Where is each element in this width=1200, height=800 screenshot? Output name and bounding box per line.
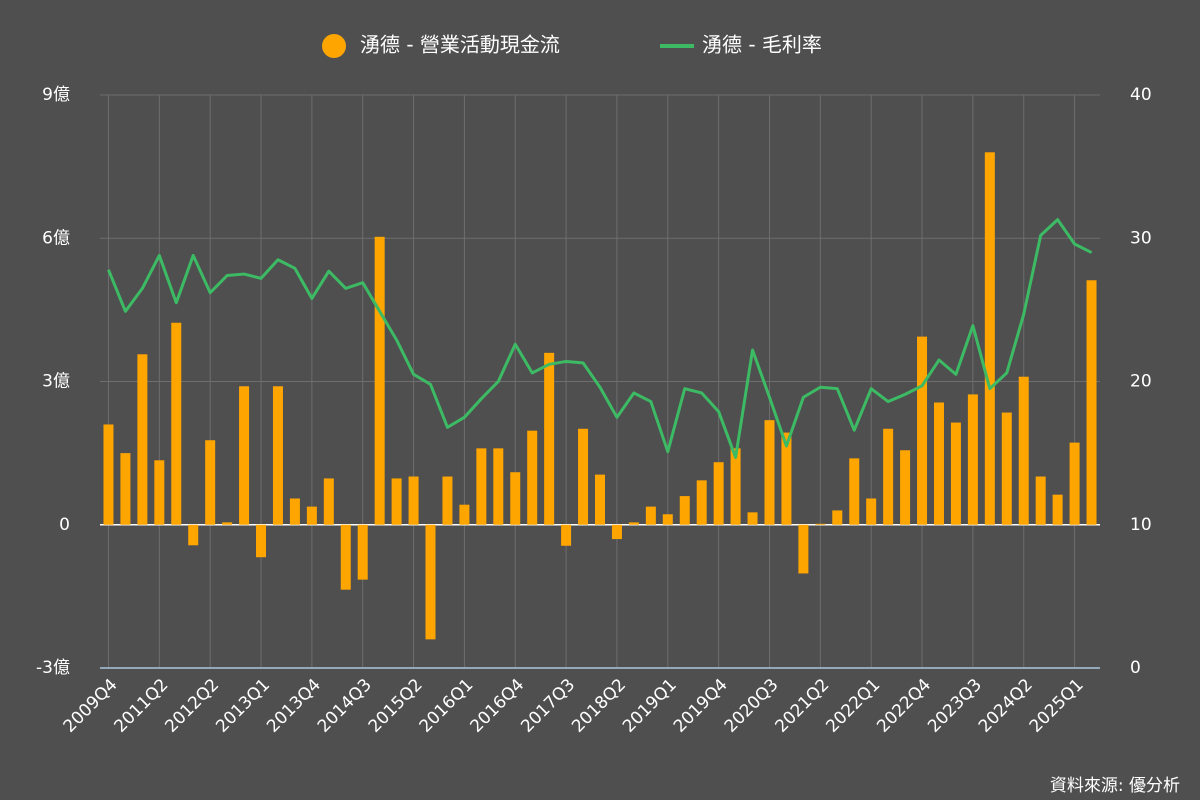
bar: [459, 504, 470, 525]
bar: [137, 354, 148, 525]
y-tick-label: 6億: [42, 228, 70, 248]
x-tick-label: 2022Q1: [822, 675, 884, 737]
bar: [933, 402, 944, 525]
bar: [391, 478, 402, 525]
bar: [120, 453, 131, 525]
bar: [1018, 376, 1029, 525]
bar: [832, 510, 843, 525]
source-note: 資料來源: 優分析: [1050, 776, 1180, 796]
x-tick-label: 2009Q4: [60, 675, 122, 737]
legend-label: 湧德 - 營業活動現金流: [360, 33, 560, 57]
bar: [476, 448, 487, 525]
x-tick-label: 2023Q3: [924, 675, 986, 737]
bar: [1001, 412, 1012, 525]
legend-label: 湧德 - 毛利率: [702, 33, 822, 57]
x-tick-label: 2017Q3: [517, 675, 579, 737]
bar: [950, 422, 961, 525]
y-tick-label: 9億: [42, 85, 70, 105]
bar: [561, 524, 572, 546]
bar: [578, 428, 589, 525]
bar: [611, 524, 622, 540]
bar: [781, 432, 792, 525]
bar: [900, 450, 911, 525]
bar: [323, 478, 334, 525]
y2-tick-label: 30: [1130, 228, 1152, 248]
x-tick-label: 2016Q1: [416, 675, 478, 737]
x-tick-label: 2013Q4: [263, 675, 325, 737]
y2-tick-label: 20: [1130, 372, 1152, 392]
x-tick-label: 2018Q2: [568, 675, 630, 737]
bar: [544, 352, 555, 525]
bar: [374, 236, 385, 525]
x-tick-label: 2013Q1: [212, 675, 274, 737]
bar: [849, 458, 860, 525]
legend-swatch: [322, 34, 346, 58]
bar: [510, 472, 521, 525]
bar: [154, 460, 165, 525]
bar: [967, 394, 978, 525]
bar: [883, 428, 894, 525]
x-tick-label: 2024Q2: [975, 675, 1037, 737]
y2-tick-label: 0: [1130, 658, 1141, 678]
bar: [239, 386, 250, 525]
bar: [425, 524, 436, 640]
line: [107, 218, 1093, 459]
bar: [205, 440, 216, 525]
x-tick-label: 2015Q2: [365, 675, 427, 737]
bar: [222, 522, 233, 525]
bar: [662, 514, 673, 525]
bar: [730, 448, 741, 525]
bar: [1086, 280, 1097, 525]
bar: [340, 524, 351, 590]
bar: [595, 474, 605, 525]
bar: [798, 524, 809, 574]
x-tick-label: 2021Q2: [772, 675, 834, 737]
bar: [256, 524, 267, 558]
bar: [866, 498, 877, 525]
x-tick-label: 2025Q1: [1026, 675, 1088, 737]
bar: [696, 480, 707, 525]
bar: [272, 386, 283, 525]
y-tick-label: 3億: [42, 372, 70, 392]
x-tick-label: 2012Q2: [161, 675, 223, 737]
bar: [527, 430, 538, 525]
bar: [713, 462, 724, 525]
bar: [493, 448, 504, 525]
x-tick-label: 2011Q2: [111, 675, 173, 737]
bar: [1069, 442, 1080, 525]
x-tick-label: 2022Q4: [873, 675, 935, 737]
y-tick-label: 0: [59, 515, 70, 535]
x-tick-label: 2014Q3: [314, 675, 376, 737]
bar: [442, 476, 453, 525]
bar: [306, 506, 317, 525]
x-tick-label: 2016Q4: [466, 675, 528, 737]
bar: [679, 496, 690, 525]
bar: [1052, 494, 1063, 525]
x-tick-label: 2020Q3: [721, 675, 783, 737]
bar: [289, 498, 300, 525]
bar: [917, 336, 928, 525]
x-tick-label: 2019Q1: [619, 675, 681, 737]
y-tick-label: -3億: [36, 658, 70, 678]
bar: [815, 523, 826, 525]
y2-tick-label: 10: [1130, 515, 1152, 535]
bar: [188, 524, 199, 546]
bar: [764, 420, 775, 525]
bar: [171, 322, 182, 525]
y2-tick-label: 40: [1130, 85, 1152, 105]
bar: [408, 476, 419, 525]
bar: [357, 524, 368, 580]
bar: [645, 506, 656, 525]
bar: [103, 424, 114, 525]
bar: [984, 152, 995, 525]
x-tick-label: 2019Q4: [670, 675, 732, 737]
bar: [628, 522, 639, 525]
bar: [747, 512, 758, 525]
bar: [1035, 476, 1046, 525]
